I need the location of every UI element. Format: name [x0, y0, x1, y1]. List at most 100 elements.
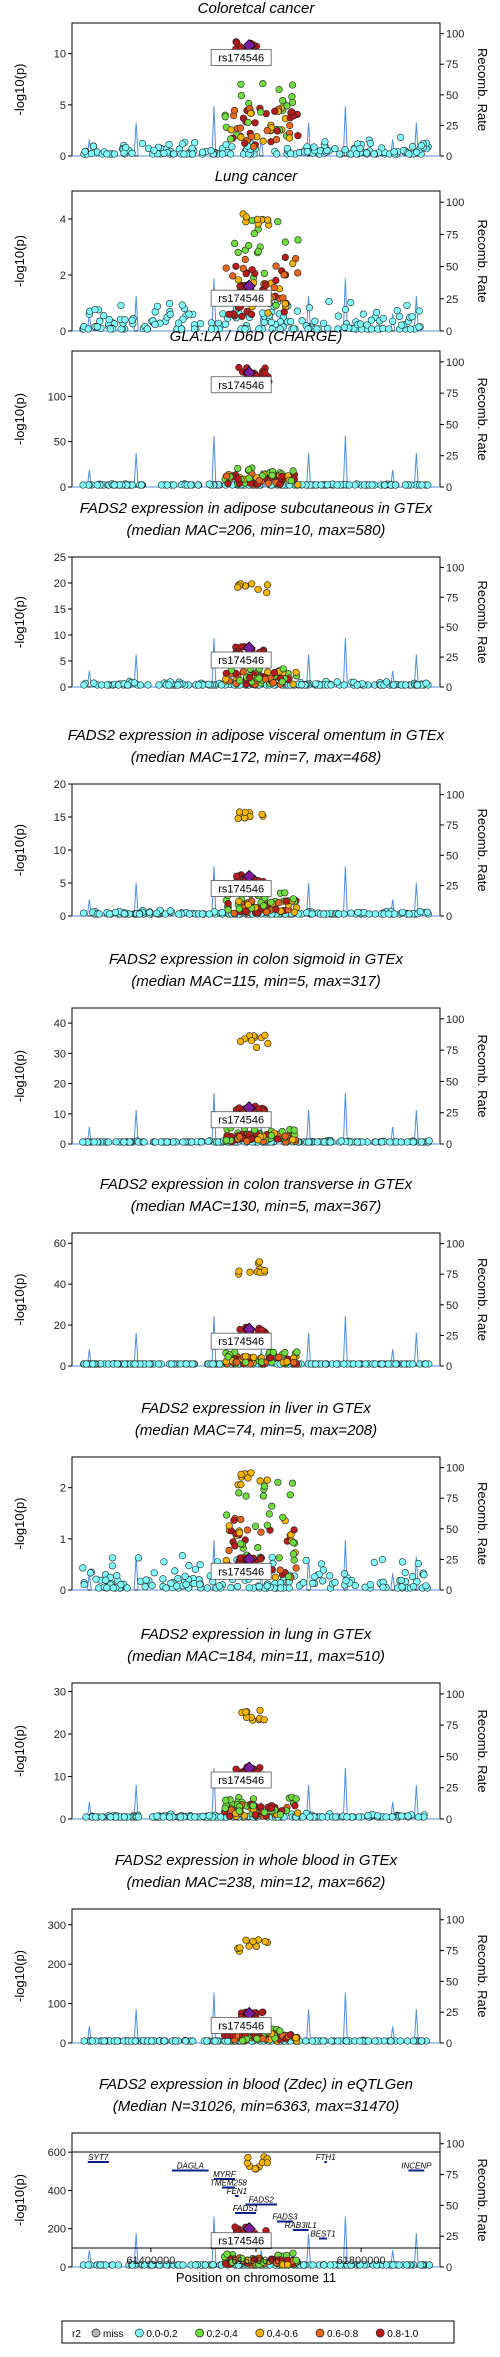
data-point [274, 218, 282, 226]
data-point [317, 481, 325, 489]
data-point [108, 1562, 116, 1570]
panel-subtitle: (median MAC=238, min=12, max=662) [127, 1874, 386, 1891]
y-tick-label: 10 [54, 49, 66, 61]
data-point [289, 1550, 298, 1558]
data-point [91, 1813, 100, 1821]
lead-snp-label-box [210, 376, 272, 394]
data-point [242, 907, 250, 916]
data-point [205, 480, 213, 488]
data-point [153, 1812, 161, 1820]
legend-swatch [375, 2328, 385, 2338]
y-tick-label: 5 [60, 656, 66, 668]
y-tick-label: 10 [54, 1772, 66, 1784]
data-point [223, 472, 231, 480]
data-point [289, 1538, 297, 1547]
y-tick-label: 0 [60, 151, 66, 163]
data-point [408, 313, 416, 321]
y2-tick-label: 0 [446, 2038, 452, 2050]
data-point [215, 1582, 223, 1590]
data-point [106, 325, 114, 333]
data-point [405, 910, 413, 918]
data-point [335, 910, 343, 918]
data-point [395, 312, 404, 321]
data-point [261, 369, 269, 377]
data-point [381, 481, 389, 489]
y2-tick-label: 50 [446, 1076, 458, 1088]
panel-subtitle: (Median N=31026, min=6363, max=31470) [113, 2098, 399, 2115]
y-tick-label: 20 [54, 779, 66, 791]
data-point [368, 481, 376, 489]
data-point [333, 678, 341, 686]
data-point [233, 1358, 241, 1366]
data-point [239, 2036, 247, 2045]
y-axis-label: -log10(p) [12, 596, 27, 648]
data-point [191, 2261, 199, 2269]
data-point [280, 271, 288, 279]
data-point [218, 908, 226, 917]
data-point [218, 150, 227, 158]
y-axis-label: -log10(p) [12, 1050, 27, 1102]
data-point [390, 681, 398, 689]
data-point [195, 681, 203, 689]
y-tick-label: 0 [60, 2038, 66, 2050]
data-point [343, 1813, 351, 1821]
data-point [167, 1579, 175, 1587]
data-point [237, 1480, 245, 1489]
data-point [255, 476, 263, 485]
data-point [144, 681, 152, 689]
data-point [207, 319, 215, 327]
data-point [267, 1804, 275, 1812]
y-axis-label: -log10(p) [12, 2174, 27, 2226]
data-point [290, 1556, 298, 1564]
data-point [342, 2037, 351, 2045]
data-point [260, 269, 269, 278]
data-point [341, 146, 349, 154]
y2-tick-label: 75 [446, 1269, 458, 1281]
y2-tick-label: 0 [446, 911, 452, 923]
data-point [250, 1353, 258, 1361]
data-point [281, 1348, 289, 1357]
data-point [356, 320, 365, 328]
data-point [103, 1584, 111, 1592]
data-point [273, 150, 281, 158]
gene-label: BEST1 [310, 2230, 335, 2239]
data-point [145, 1360, 153, 1368]
data-point [294, 1809, 302, 1817]
data-point [130, 679, 138, 687]
data-point [244, 901, 252, 909]
data-point [281, 1132, 289, 1140]
data-point [182, 1360, 190, 1368]
data-point [231, 2223, 239, 2231]
data-point [263, 127, 271, 135]
data-point [235, 363, 243, 372]
data-point [413, 148, 421, 156]
data-point [121, 316, 129, 324]
data-point [379, 314, 387, 323]
data-point [331, 145, 339, 153]
data-point [253, 2034, 261, 2043]
y2-axis-label: Recomb. Rate [475, 1034, 490, 1117]
data-point [255, 1258, 264, 1266]
data-point [100, 312, 108, 320]
data-point [238, 312, 246, 321]
data-point [402, 2261, 411, 2269]
data-point [166, 907, 174, 915]
data-point [402, 681, 410, 689]
data-point [272, 135, 281, 144]
data-point [261, 1031, 269, 1039]
panel-title: GLA:LA / D6D (CHARGE) [170, 328, 343, 345]
data-point [340, 1570, 349, 1578]
data-point [194, 481, 202, 489]
data-point [234, 814, 242, 823]
data-point [290, 325, 298, 333]
data-point [324, 324, 332, 333]
data-point [359, 310, 367, 318]
data-point [108, 1554, 116, 1562]
y2-tick-label: 25 [446, 1108, 458, 1120]
data-point [417, 2261, 425, 2269]
data-point [288, 81, 297, 89]
data-point [406, 325, 415, 333]
data-point [170, 481, 178, 489]
data-point [203, 1584, 211, 1592]
y2-axis-label: Recomb. Rate [475, 1258, 490, 1341]
